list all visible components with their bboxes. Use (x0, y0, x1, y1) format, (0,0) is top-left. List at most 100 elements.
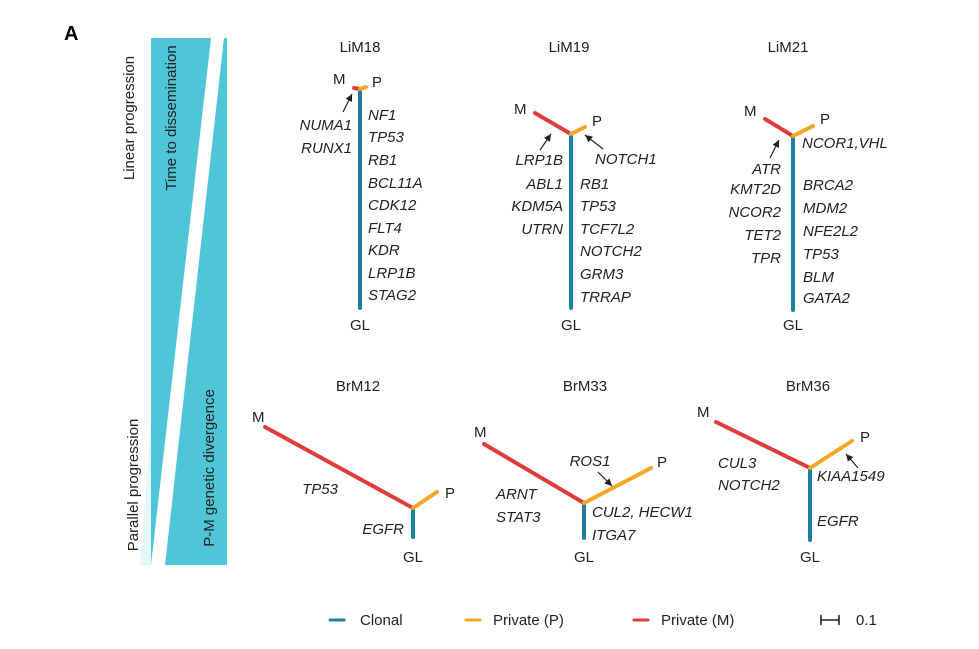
m-branch (533, 111, 573, 136)
p-branch (791, 124, 815, 138)
light-wedge (140, 420, 151, 565)
legend: Clonal Private (P) Private (M) 0.1 (328, 612, 877, 629)
time-wedge (151, 38, 211, 565)
p-branch (582, 466, 653, 505)
scale-bar-label: 0.1 (856, 612, 877, 629)
tree-title: LiM21 (768, 39, 809, 56)
tree-title: LiM19 (549, 39, 590, 56)
p-label: P (657, 454, 667, 471)
gene: NOTCH2 (718, 477, 780, 494)
gene: CDK12 (368, 197, 417, 214)
gene: STAT3 (496, 509, 541, 526)
gene: EGFR (817, 513, 859, 530)
divergence-wedge (165, 38, 227, 565)
gene: NF1 (368, 107, 396, 124)
gene: MDM2 (803, 200, 848, 217)
arrow (845, 453, 859, 469)
m-branch (763, 117, 795, 138)
m-label: M (333, 71, 346, 88)
p-branch (358, 85, 368, 91)
gl-label: GL (783, 317, 803, 334)
gene: ABL1 (525, 176, 563, 193)
gene: UTRN (521, 221, 563, 238)
gene: FLT4 (368, 220, 402, 237)
gl-label: GL (574, 549, 594, 566)
gene: RB1 (368, 152, 397, 169)
parallel-progression-label: Parallel progression (125, 419, 142, 552)
m-label: M (697, 404, 710, 421)
p-label: P (445, 485, 455, 502)
gene: LRP1B (515, 152, 563, 169)
gene: ATR (751, 161, 781, 178)
gene: NOTCH1 (595, 151, 657, 168)
gl-label: GL (350, 317, 370, 334)
gene: TPR (751, 250, 781, 267)
arrow (342, 93, 353, 113)
gene: RB1 (580, 176, 609, 193)
gene: LRP1B (368, 265, 416, 282)
m-label: M (744, 103, 757, 120)
gene: GATA2 (803, 290, 851, 307)
gene: TP53 (580, 198, 617, 215)
p-branch (569, 125, 587, 136)
gene: BRCA2 (803, 177, 854, 194)
tree-title: BrM33 (563, 378, 607, 395)
gene: NOTCH2 (580, 243, 642, 260)
m-branch (263, 425, 415, 510)
gene: NCOR1,VHL (802, 135, 888, 152)
legend-private-m-label: Private (M) (661, 612, 734, 629)
tree-lim18: LiM18 M P GL NUMA1 RUNX1 NF1 TP53 RB1 BC… (299, 39, 422, 334)
gene: NFE2L2 (803, 223, 859, 240)
gl-label: GL (561, 317, 581, 334)
gene: ROS1 (570, 453, 611, 470)
p-branch (808, 439, 854, 470)
gene: KDM5A (511, 198, 563, 215)
p-label: P (860, 429, 870, 446)
gene: BCL11A (368, 175, 423, 192)
p-label: P (372, 74, 382, 91)
legend-clonal-label: Clonal (360, 612, 403, 629)
tree-title: BrM12 (336, 378, 380, 395)
p-label: P (592, 113, 602, 130)
gene: BLM (803, 269, 834, 286)
tree-brm33: BrM33 M P GL ROS1 ARNT STAT3 CUL2, HECW1… (474, 378, 693, 566)
gene: KDR (368, 242, 400, 259)
gene: GRM3 (580, 266, 624, 283)
gene: TP53 (803, 246, 840, 263)
tree-title: LiM18 (340, 39, 381, 56)
gene: KIAA1549 (817, 468, 885, 485)
m-label: M (252, 409, 265, 426)
gl-label: GL (800, 549, 820, 566)
m-label: M (514, 101, 527, 118)
time-to-dissemination-label: Time to dissemination (163, 45, 180, 190)
linear-progression-label: Linear progression (121, 56, 138, 180)
gl-label: GL (403, 549, 423, 566)
gene: ITGA7 (592, 527, 636, 544)
p-label: P (820, 111, 830, 128)
gene: KMT2D (730, 181, 781, 198)
arrow (769, 139, 780, 159)
tree-lim19: LiM19 M P GL LRP1B NOTCH1 ABL1 KDM5A UTR… (511, 39, 656, 334)
panel-label: A (64, 23, 78, 45)
tree-brm36: BrM36 M P GL CUL3 NOTCH2 KIAA1549 EGFR (697, 378, 885, 566)
arrow (584, 134, 604, 150)
tree-brm12: BrM12 M P GL TP53 EGFR (252, 378, 455, 566)
m-branch (482, 442, 586, 505)
p-branch (411, 490, 439, 510)
arrow (597, 471, 613, 487)
gene: TET2 (744, 227, 781, 244)
m-label: M (474, 424, 487, 441)
gene: TCF7L2 (580, 221, 635, 238)
tree-lim21: LiM21 M P GL NCOR1,VHL ATR KMT2D NCOR2 T… (728, 39, 887, 334)
gene: ARNT (495, 486, 539, 503)
gene: STAG2 (368, 287, 417, 304)
gene: EGFR (362, 521, 404, 538)
gene: NUMA1 (299, 117, 352, 134)
legend-private-p-label: Private (P) (493, 612, 564, 629)
m-branch (714, 420, 812, 470)
gene: TRRAP (580, 289, 631, 306)
tree-title: BrM36 (786, 378, 830, 395)
gene: RUNX1 (301, 140, 352, 157)
gene: CUL2, HECW1 (592, 504, 693, 521)
